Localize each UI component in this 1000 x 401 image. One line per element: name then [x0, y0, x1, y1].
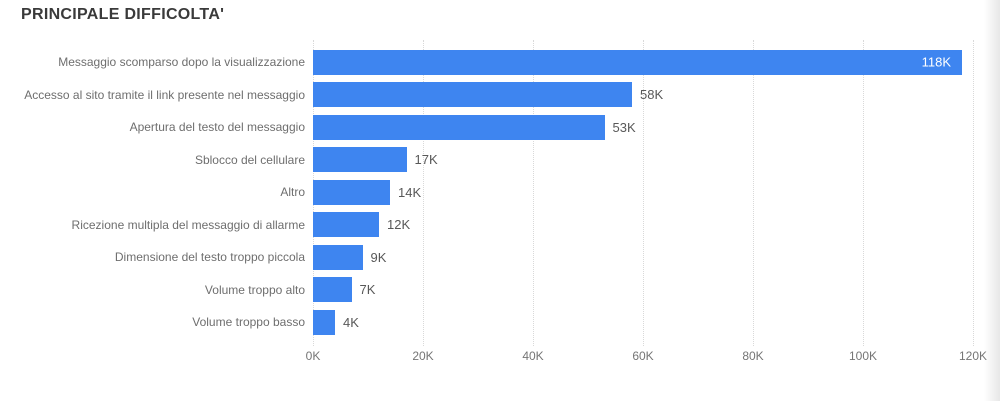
- bar-track: 9K: [313, 244, 1000, 270]
- bar-track: 58K: [313, 82, 1000, 108]
- x-axis-tick-label: 20K: [412, 349, 434, 363]
- bar[interactable]: [313, 244, 363, 270]
- bar-track: 17K: [313, 147, 1000, 173]
- x-axis-tick-label: 120K: [958, 349, 988, 363]
- bar[interactable]: [313, 277, 352, 303]
- bar[interactable]: [313, 309, 335, 335]
- x-axis: 0K 20K 40K 60K 80K 100K 120K: [306, 349, 987, 365]
- bar-track: 118K: [313, 49, 1000, 75]
- bar-row: Ricezione multipla del messaggio di alla…: [0, 209, 1000, 242]
- bar-rows: Messaggio scomparso dopo la visualizzazi…: [0, 46, 1000, 339]
- x-axis-tick-label: 100K: [848, 349, 878, 363]
- data-label: 9K: [370, 249, 387, 265]
- data-label: 58K: [640, 87, 664, 103]
- category-label: Messaggio scomparso dopo la visualizzazi…: [58, 55, 305, 70]
- bar-track: 4K: [313, 309, 1000, 335]
- x-axis-tick-label: 80K: [742, 349, 764, 363]
- category-label: Apertura del testo del messaggio: [129, 120, 305, 135]
- bar-row: Altro 14K: [0, 176, 1000, 209]
- bar[interactable]: [313, 179, 390, 205]
- category-label: Sblocco del cellulare: [194, 152, 305, 167]
- bar-track: 14K: [313, 179, 1000, 205]
- category-label: Accesso al sito tramite il link presente…: [24, 87, 305, 102]
- bar-row: Apertura del testo del messaggio 53K: [0, 111, 1000, 144]
- x-axis-tick-label: 0K: [305, 349, 321, 363]
- bar[interactable]: [313, 114, 605, 140]
- bar-row: Accesso al sito tramite il link presente…: [0, 79, 1000, 112]
- category-label: Dimensione del testo troppo piccola: [114, 250, 305, 265]
- bar-row: Dimensione del testo troppo piccola 9K: [0, 241, 1000, 274]
- data-label: 14K: [398, 184, 422, 200]
- data-label: 118K: [921, 54, 951, 70]
- x-axis-tick-label: 60K: [632, 349, 654, 363]
- bar-row: Volume troppo alto 7K: [0, 274, 1000, 307]
- bar-row: Messaggio scomparso dopo la visualizzazi…: [0, 46, 1000, 79]
- category-label: Volume troppo basso: [192, 315, 305, 330]
- category-label: Volume troppo alto: [204, 282, 305, 297]
- bar-row: Sblocco del cellulare 17K: [0, 144, 1000, 177]
- data-label: 53K: [612, 119, 636, 135]
- data-label: 7K: [359, 282, 376, 298]
- bar[interactable]: 118K: [313, 49, 962, 75]
- data-label: 12K: [387, 217, 411, 233]
- bar-row: Volume troppo basso 4K: [0, 306, 1000, 339]
- bar[interactable]: [313, 82, 632, 108]
- bar-track: 53K: [313, 114, 1000, 140]
- bar-track: 12K: [313, 212, 1000, 238]
- x-axis-tick-label: 40K: [522, 349, 544, 363]
- bar[interactable]: [313, 147, 407, 173]
- bar-track: 7K: [313, 277, 1000, 303]
- chart-title: PRINCIPALE DIFFICOLTA': [21, 6, 225, 23]
- bar[interactable]: [313, 212, 379, 238]
- data-label: 4K: [343, 314, 359, 330]
- category-label: Altro: [280, 185, 305, 200]
- data-label: 17K: [414, 152, 438, 168]
- category-label: Ricezione multipla del messaggio di alla…: [71, 217, 305, 232]
